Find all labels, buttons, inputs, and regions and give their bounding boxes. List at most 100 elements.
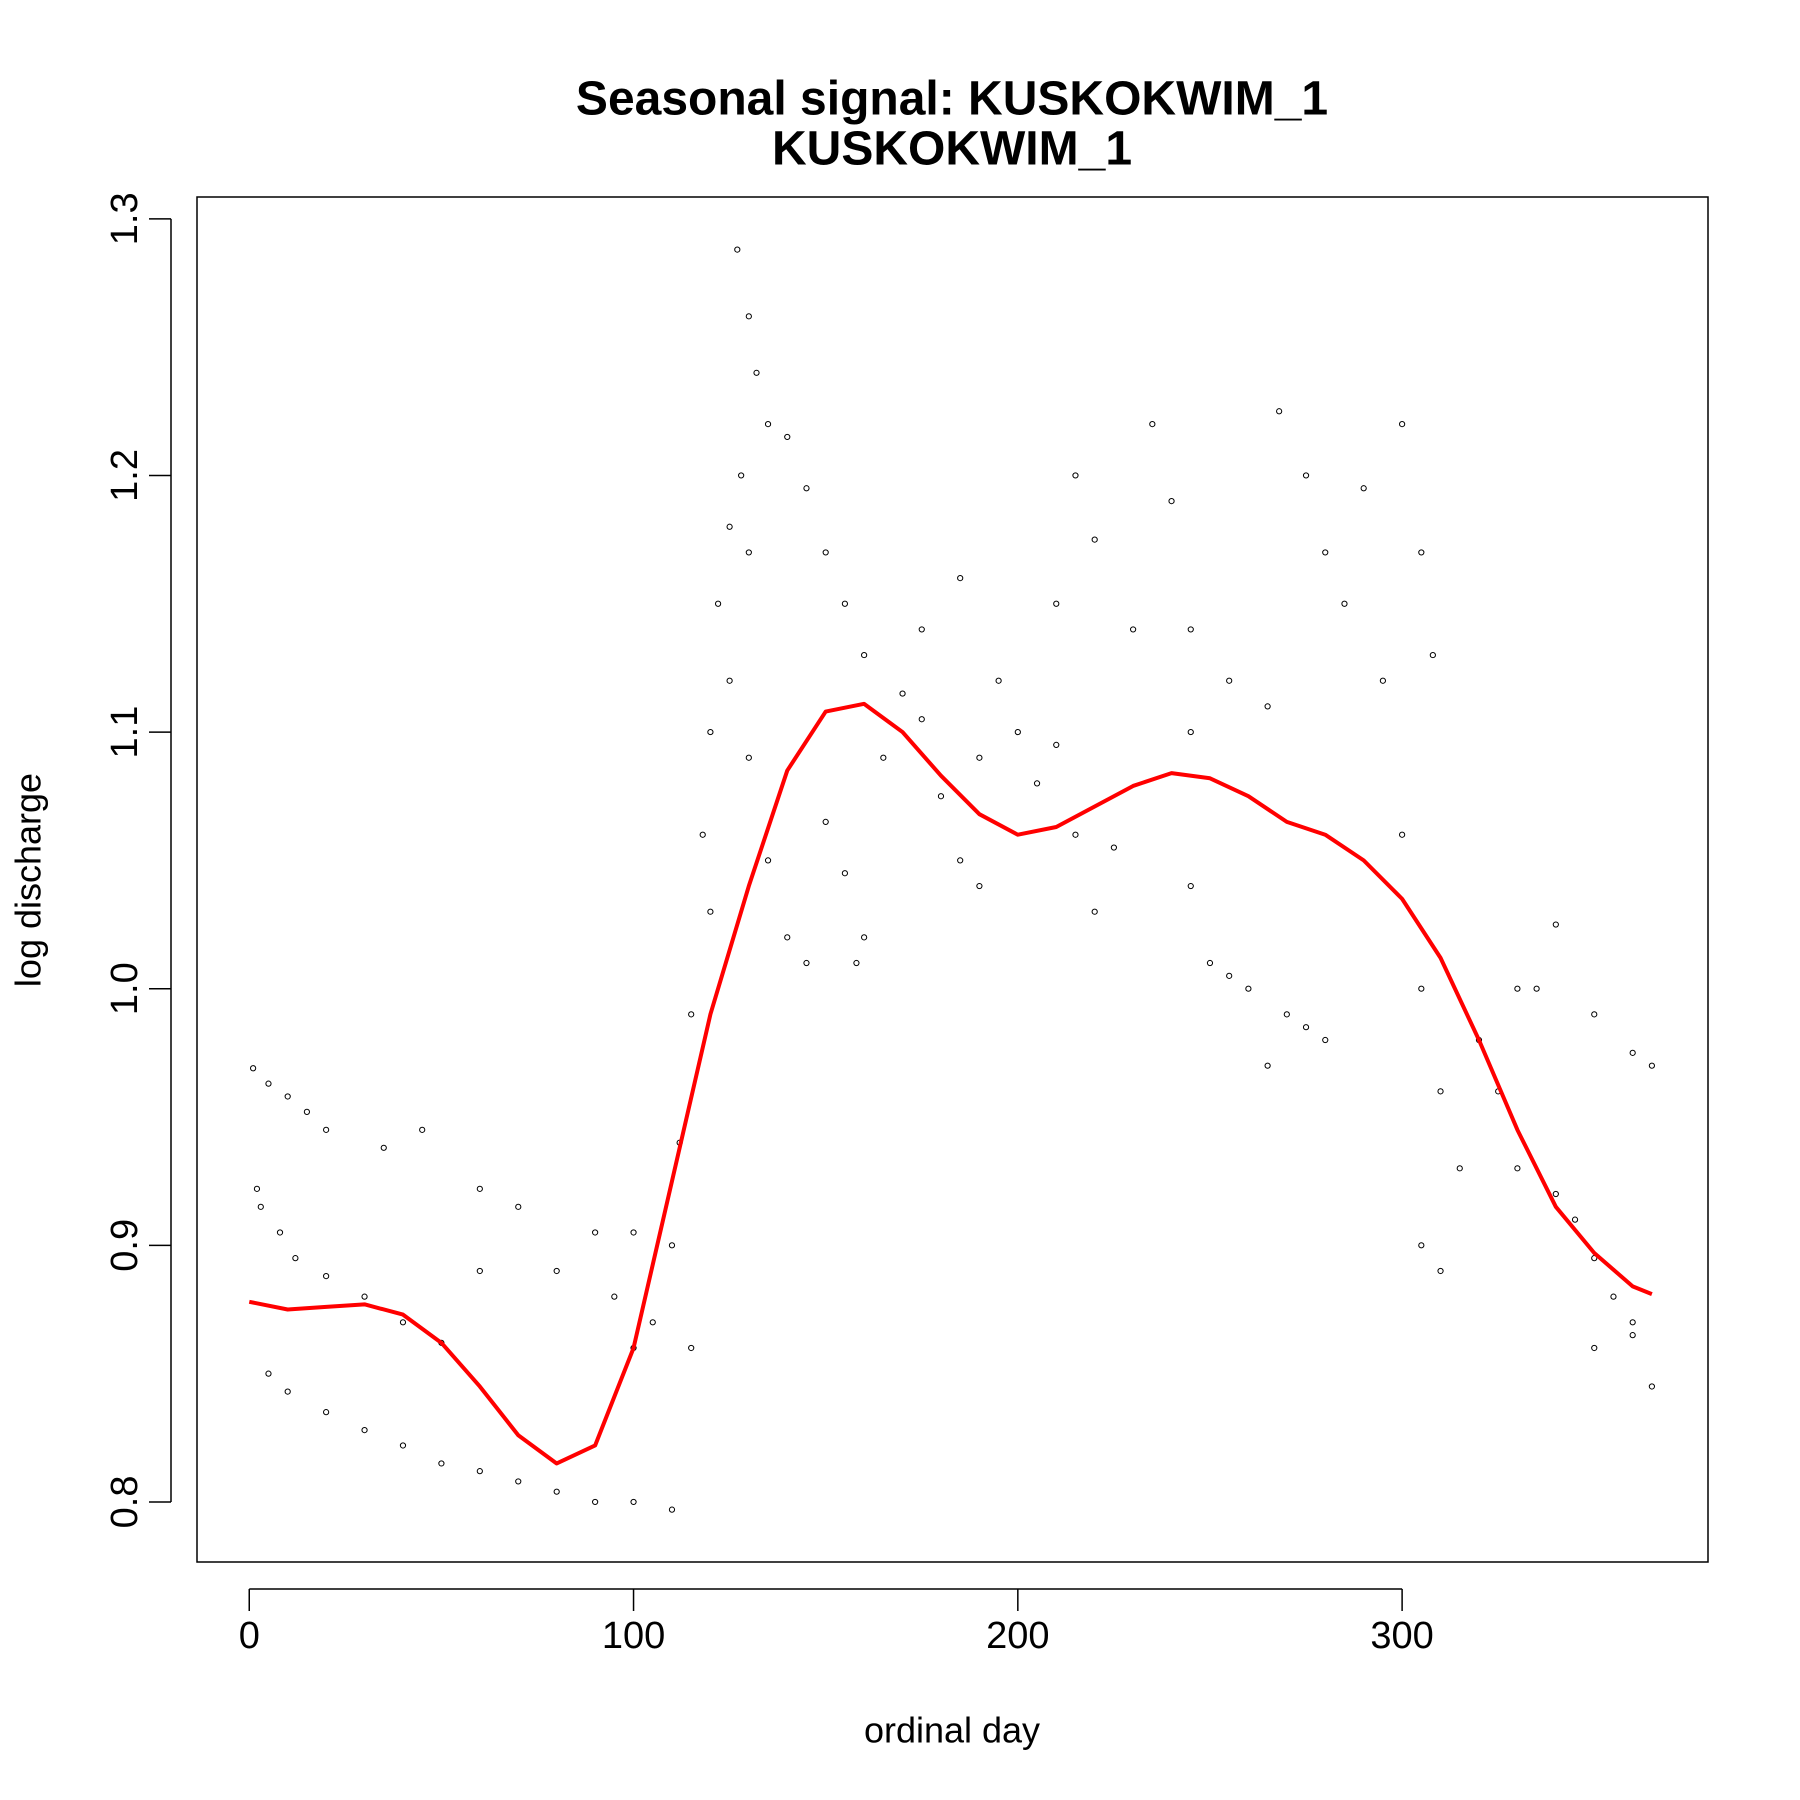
data-point bbox=[1168, 498, 1175, 505]
data-point bbox=[515, 1203, 522, 1210]
y-tick-label: 1.3 bbox=[104, 192, 146, 245]
y-tick-label: 1.0 bbox=[104, 962, 146, 1015]
x-tick-label: 200 bbox=[986, 1615, 1049, 1657]
data-point bbox=[1514, 1165, 1521, 1172]
data-point bbox=[265, 1370, 272, 1377]
data-point bbox=[1014, 728, 1021, 736]
data-point bbox=[1571, 1216, 1579, 1223]
data-point bbox=[1591, 1011, 1598, 1018]
data-point bbox=[1283, 1011, 1290, 1018]
data-point bbox=[1226, 972, 1233, 979]
x-tick-label: 100 bbox=[602, 1615, 665, 1657]
data-point bbox=[1648, 1062, 1655, 1069]
data-point bbox=[1276, 408, 1283, 415]
data-point bbox=[803, 959, 810, 967]
y-tick-label: 0.9 bbox=[104, 1219, 146, 1272]
data-point bbox=[714, 600, 722, 607]
data-point bbox=[668, 1242, 676, 1249]
data-point bbox=[1379, 677, 1386, 684]
data-point bbox=[822, 549, 829, 556]
data-point bbox=[745, 313, 752, 320]
data-point bbox=[476, 1468, 483, 1475]
data-point bbox=[276, 1229, 284, 1236]
data-point bbox=[1429, 651, 1436, 659]
data-point bbox=[995, 677, 1002, 684]
data-point bbox=[707, 908, 714, 915]
y-tick-label: 1.2 bbox=[104, 449, 146, 502]
data-point bbox=[1648, 1383, 1655, 1390]
data-point bbox=[1130, 626, 1137, 633]
data-point bbox=[1091, 908, 1098, 915]
data-point bbox=[1187, 728, 1194, 736]
data-point bbox=[976, 882, 983, 890]
data-point bbox=[630, 1498, 637, 1506]
data-point bbox=[1418, 985, 1425, 992]
data-point bbox=[1399, 421, 1406, 428]
data-point bbox=[419, 1126, 426, 1133]
data-point bbox=[745, 754, 752, 761]
data-point bbox=[1360, 485, 1367, 492]
data-point bbox=[1591, 1344, 1598, 1352]
data-point bbox=[438, 1460, 445, 1467]
data-point bbox=[476, 1267, 483, 1275]
data-point bbox=[323, 1126, 330, 1133]
data-point bbox=[1072, 831, 1079, 838]
data-point bbox=[553, 1488, 560, 1495]
data-point bbox=[853, 959, 860, 967]
data-point bbox=[841, 600, 849, 607]
x-axis-title: ordinal day bbox=[864, 1710, 1040, 1751]
data-point bbox=[957, 857, 964, 864]
x-tick-label: 300 bbox=[1370, 1615, 1433, 1657]
y-tick-label: 1.1 bbox=[104, 706, 146, 759]
data-point bbox=[1110, 844, 1117, 851]
data-point bbox=[822, 818, 829, 825]
data-point bbox=[323, 1409, 330, 1416]
data-point bbox=[592, 1498, 599, 1506]
data-point bbox=[1552, 1190, 1559, 1198]
data-point bbox=[1302, 472, 1310, 479]
data-point bbox=[764, 421, 772, 428]
data-point bbox=[726, 523, 733, 530]
data-point bbox=[1226, 677, 1233, 684]
x-tick-label: 0 bbox=[239, 1615, 260, 1657]
data-point bbox=[1264, 1062, 1271, 1069]
chart-subtitle: KUSKOKWIM_1 bbox=[772, 123, 1132, 176]
data-point bbox=[880, 754, 887, 761]
data-point bbox=[1629, 1332, 1636, 1339]
data-point bbox=[361, 1426, 368, 1434]
data-point bbox=[553, 1267, 560, 1275]
data-point bbox=[292, 1255, 299, 1262]
data-point bbox=[265, 1080, 272, 1087]
data-point bbox=[1533, 985, 1540, 992]
data-point bbox=[1437, 1267, 1444, 1275]
data-point bbox=[899, 690, 906, 697]
data-point bbox=[399, 1319, 407, 1326]
data-point bbox=[1053, 600, 1060, 607]
data-point bbox=[688, 1011, 695, 1018]
data-point bbox=[1514, 985, 1521, 992]
data-point bbox=[649, 1319, 656, 1326]
data-point bbox=[1322, 549, 1329, 556]
data-point bbox=[937, 793, 945, 800]
data-point bbox=[1629, 1319, 1636, 1326]
data-point bbox=[611, 1293, 618, 1300]
data-point bbox=[1149, 421, 1156, 428]
data-point bbox=[1322, 1036, 1329, 1044]
data-point bbox=[1610, 1293, 1617, 1300]
data-point bbox=[707, 728, 714, 736]
data-point bbox=[380, 1144, 387, 1151]
data-point bbox=[726, 677, 733, 684]
smooth-line bbox=[248, 701, 1653, 1466]
y-axis-title: log discharge bbox=[8, 773, 49, 987]
data-point bbox=[668, 1506, 676, 1513]
data-point bbox=[323, 1273, 330, 1280]
data-point bbox=[1091, 536, 1098, 543]
data-point bbox=[1456, 1165, 1463, 1172]
plot-frame bbox=[196, 196, 1709, 1563]
data-point bbox=[1399, 831, 1406, 838]
data-point bbox=[257, 1203, 264, 1210]
data-point bbox=[476, 1185, 483, 1192]
data-point bbox=[764, 857, 772, 864]
data-point bbox=[1552, 921, 1559, 928]
